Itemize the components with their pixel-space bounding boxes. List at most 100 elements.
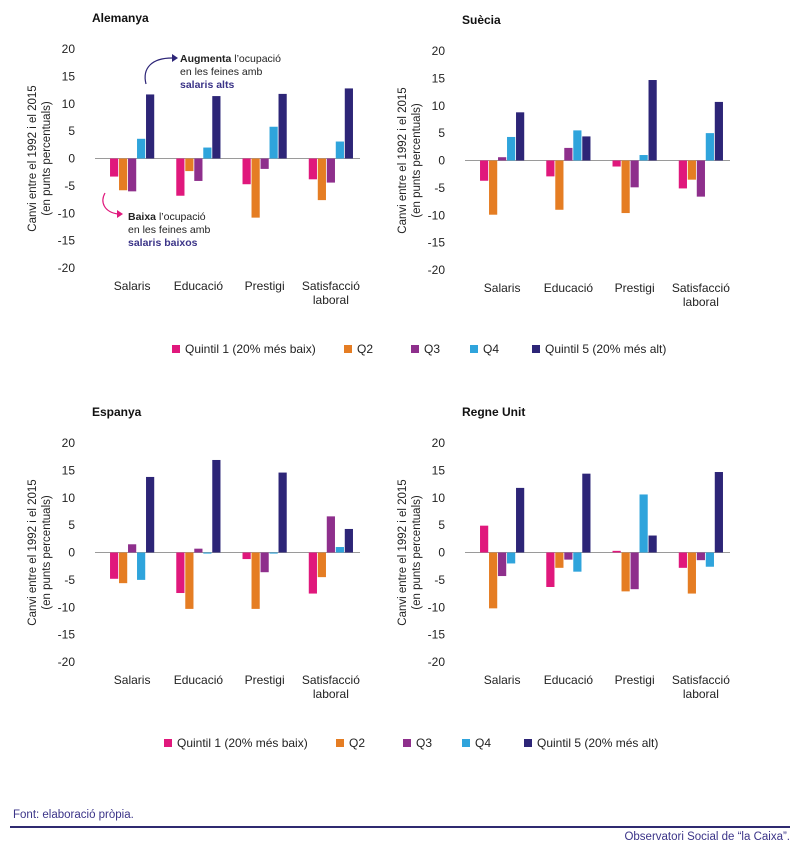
y-tick-label: -15: [58, 234, 76, 248]
bar-q5-cat1: [146, 476, 155, 553]
y-tick-label: -15: [58, 628, 76, 642]
bar-q2-cat3: [251, 158, 260, 218]
x-category-label: Satisfacció laboral: [302, 673, 360, 701]
bar-q5-cat1: [146, 94, 155, 159]
y-tick-label: 20: [62, 42, 76, 56]
bar-q2-cat1: [119, 158, 128, 191]
y-tick-label: 15: [432, 71, 446, 85]
bar-q3-cat4: [326, 158, 335, 183]
bar-q3-cat4: [696, 552, 705, 561]
footer-divider: [10, 826, 790, 828]
bar-q3-cat3: [260, 158, 269, 169]
x-category-label: Educació: [174, 279, 224, 293]
y-axis-label: Canvi entre el 1992 i el 2015 (en punts p…: [27, 85, 53, 231]
bar-q1-cat2: [546, 552, 555, 587]
bar-q5-cat3: [648, 80, 657, 161]
x-category-label: Prestigi: [615, 673, 655, 687]
bar-q2-cat3: [251, 552, 260, 609]
bar-q4-cat2: [203, 552, 212, 554]
legend-swatch: [344, 345, 352, 353]
bar-q3-cat1: [498, 157, 507, 161]
bar-q5-cat3: [648, 535, 657, 553]
bar-q5-cat2: [582, 473, 591, 553]
legend: Quintil 1 (20% més baix) Q2 Q3 Q4 Quintil 5 …: [164, 736, 658, 750]
bar-q2-cat1: [119, 552, 128, 584]
bar-q1-cat4: [678, 160, 687, 189]
bar-q1-cat2: [176, 158, 185, 196]
bar-q3-cat3: [630, 160, 639, 188]
bar-q4-cat4: [335, 141, 344, 159]
y-tick-label: 0: [68, 546, 75, 560]
x-category-label: Salaris: [114, 279, 151, 293]
source-note: Font: elaboració pròpia.: [13, 809, 134, 821]
bar-q3-cat2: [194, 158, 203, 181]
bar-q3-cat1: [498, 552, 507, 577]
x-category-label: Satisfacció laboral: [302, 279, 360, 307]
legend-label: Q2: [349, 736, 365, 750]
bar-q3-cat1: [128, 158, 137, 192]
legend-swatch: [403, 739, 411, 747]
y-tick-label: 15: [62, 463, 76, 477]
legend-label: Quintil 1 (20% més baix): [177, 736, 308, 750]
annotation-down-line3: salaris baixos: [128, 237, 198, 249]
bar-q5-cat4: [344, 88, 353, 159]
bar-q2-cat2: [185, 552, 194, 609]
y-tick-label: 10: [62, 97, 76, 111]
y-tick-label: 10: [432, 99, 446, 113]
bar-q5-cat3: [278, 93, 287, 159]
y-tick-label: -20: [428, 655, 446, 669]
x-category-label: Prestigi: [615, 281, 655, 295]
bar-q4-cat2: [573, 130, 582, 161]
y-tick-label: -5: [434, 181, 445, 195]
panel-suècia: Suècia 20 15 10 5 0 -5 -10 -15 -20 Canvi entre el …: [397, 13, 730, 309]
bar-q2-cat4: [317, 158, 326, 201]
bar-q5-cat4: [714, 101, 723, 161]
bar-q3-cat1: [128, 544, 137, 553]
bar-q4-cat4: [705, 552, 714, 567]
x-category-label: Salaris: [484, 281, 521, 295]
legend-swatch: [336, 739, 344, 747]
bar-q1-cat4: [678, 552, 687, 568]
bar-q4-cat4: [705, 133, 714, 161]
bar-q5-cat3: [278, 472, 287, 553]
y-tick-label: 5: [68, 518, 75, 532]
y-tick-label: -5: [64, 179, 75, 193]
bar-q1-cat2: [176, 552, 185, 594]
bar-q2-cat1: [489, 552, 498, 609]
annotation-up-line1: Augmenta l’ocupació: [180, 53, 281, 65]
y-tick-label: -20: [58, 655, 76, 669]
bar-q4-cat1: [507, 552, 516, 564]
y-tick-label: -15: [428, 628, 446, 642]
y-tick-label: -20: [58, 261, 76, 275]
y-tick-label: 10: [62, 491, 76, 505]
legend: Quintil 1 (20% més baix) Q2 Q3 Q4 Quintil 5 …: [172, 342, 666, 356]
bar-q5-cat4: [714, 472, 723, 553]
y-tick-label: 20: [62, 436, 76, 450]
publisher-credit: Observatori Social de “la Caixa”.: [624, 831, 790, 843]
y-tick-label: -10: [58, 206, 76, 220]
bar-q2-cat4: [317, 552, 326, 578]
bar-q1-cat1: [480, 525, 489, 553]
bar-q4-cat1: [137, 552, 146, 580]
legend-swatch: [470, 345, 478, 353]
legend-swatch: [524, 739, 532, 747]
bar-q1-cat3: [242, 552, 251, 560]
legend-swatch: [462, 739, 470, 747]
x-category-label: Prestigi: [245, 673, 285, 687]
y-tick-label: -10: [58, 600, 76, 614]
y-tick-label: 15: [432, 463, 446, 477]
y-tick-label: 5: [438, 126, 445, 140]
bar-q5-cat1: [516, 112, 525, 161]
bar-q4-cat3: [269, 126, 278, 159]
bar-q3-cat4: [696, 160, 705, 197]
arrowhead-icon: [117, 210, 123, 218]
panel-alemanya: Alemanya 20 15 10 5 0 -5 -10 -15 -20 Canvi entre e…: [27, 11, 360, 307]
arrow-up-icon: [144, 57, 173, 85]
bar-q1-cat2: [546, 160, 555, 177]
bar-q5-cat4: [344, 528, 353, 553]
bar-q1-cat1: [110, 158, 119, 177]
legend-label: Q4: [475, 736, 491, 750]
bar-q1-cat3: [242, 158, 251, 185]
legend-label: Q3: [416, 736, 432, 750]
annotation-up-line2: en les feines amb: [180, 66, 262, 78]
